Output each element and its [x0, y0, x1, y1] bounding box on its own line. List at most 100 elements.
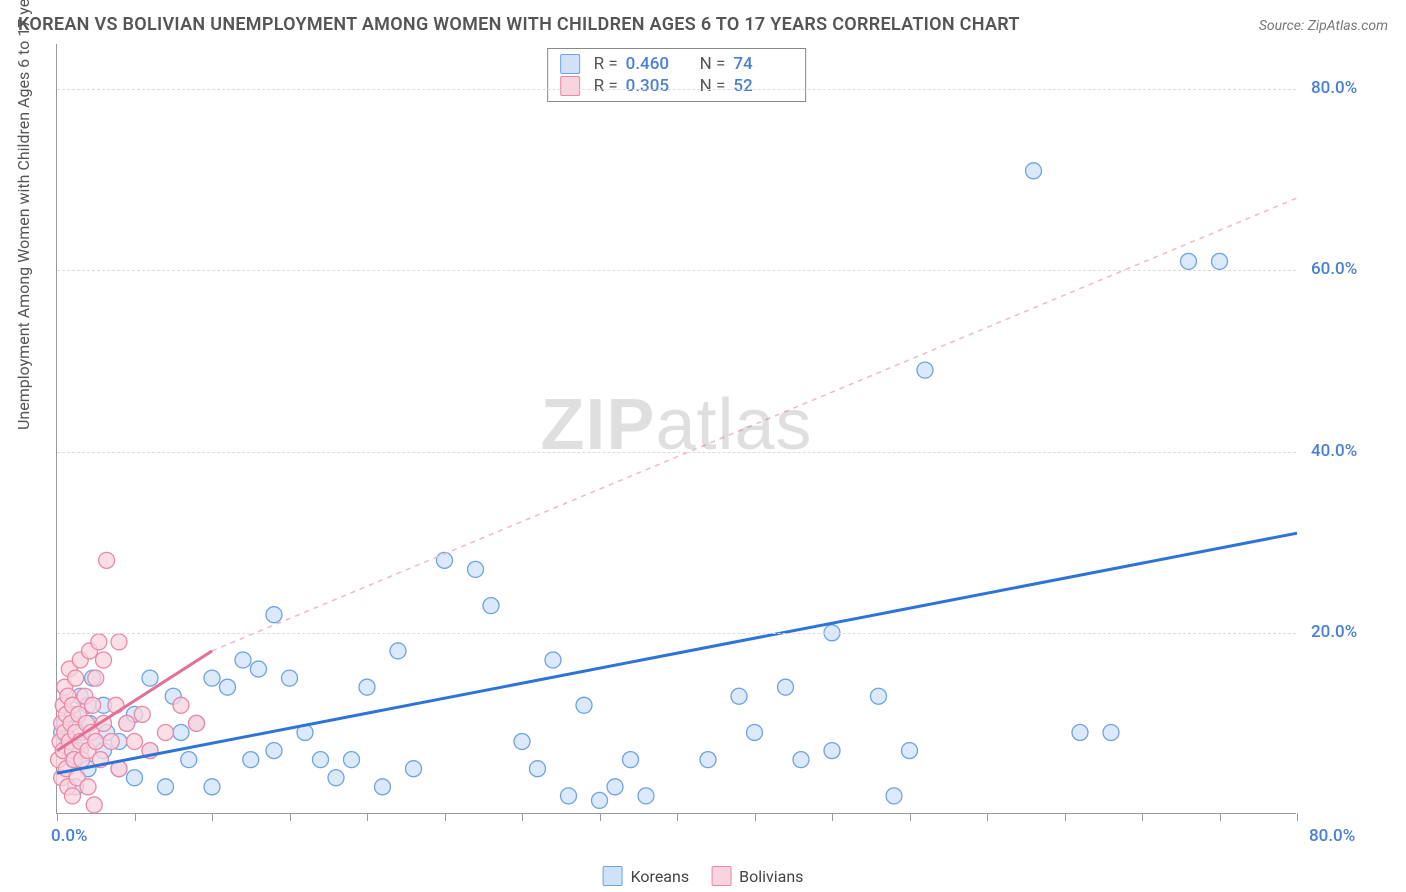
legend-swatch — [560, 76, 580, 96]
x-tick — [135, 813, 136, 821]
data-point — [158, 779, 174, 795]
data-point — [91, 634, 107, 650]
data-point — [65, 788, 81, 804]
data-point — [88, 734, 104, 750]
data-point — [266, 743, 282, 759]
data-point — [96, 652, 112, 668]
x-tick-label: 0.0% — [51, 826, 88, 846]
x-tick — [445, 813, 446, 821]
y-tick-label: 20.0% — [1311, 622, 1357, 642]
stat-n-label: N = — [700, 76, 726, 96]
data-point — [1181, 253, 1197, 269]
data-point — [344, 752, 360, 768]
data-point — [902, 743, 918, 759]
x-tick-label: 80.0% — [1309, 826, 1355, 846]
x-tick — [910, 813, 911, 821]
data-point — [251, 661, 267, 677]
data-point — [638, 788, 654, 804]
data-point — [1103, 724, 1119, 740]
x-tick — [212, 813, 213, 821]
data-point — [134, 706, 150, 722]
data-point — [99, 552, 115, 568]
data-point — [576, 697, 592, 713]
legend-label: Bolivians — [739, 867, 803, 886]
data-point — [68, 670, 84, 686]
x-tick — [677, 813, 678, 821]
x-tick — [1220, 813, 1221, 821]
data-point — [607, 779, 623, 795]
data-point — [80, 779, 96, 795]
data-point — [189, 715, 205, 731]
data-point — [731, 688, 747, 704]
data-point — [592, 792, 608, 808]
legend-label: Koreans — [631, 867, 690, 886]
data-point — [127, 770, 143, 786]
legend-item: Bolivians — [711, 866, 803, 886]
gridline — [57, 270, 1296, 271]
legend-swatch — [711, 866, 731, 886]
x-tick — [1142, 813, 1143, 821]
x-tick — [1065, 813, 1066, 821]
legend-stat-row: R = 0.305 N = 52 — [560, 75, 794, 97]
plot-area: ZIPatlas R =0.460N =74R =0.305N =52 20.0… — [56, 44, 1296, 814]
data-point — [871, 688, 887, 704]
x-tick — [600, 813, 601, 821]
data-point — [778, 679, 794, 695]
stat-r-value: 0.305 — [626, 76, 686, 96]
data-point — [181, 752, 197, 768]
data-point — [204, 670, 220, 686]
data-point — [1072, 724, 1088, 740]
trend-line-extrapolated — [212, 198, 1297, 651]
stat-r-label: R = — [594, 54, 618, 74]
data-point — [406, 761, 422, 777]
data-point — [266, 607, 282, 623]
data-point — [545, 652, 561, 668]
stat-n-label: N = — [700, 54, 726, 74]
x-tick — [522, 813, 523, 821]
data-point — [375, 779, 391, 795]
x-tick — [57, 813, 58, 821]
gridline — [57, 633, 1296, 634]
legend-series: Koreans Bolivians — [603, 866, 804, 886]
data-point — [623, 752, 639, 768]
data-point — [85, 697, 101, 713]
data-point — [127, 734, 143, 750]
data-point — [204, 779, 220, 795]
stat-n-value: 52 — [733, 76, 793, 96]
y-tick-label: 80.0% — [1311, 78, 1357, 98]
data-point — [328, 770, 344, 786]
x-tick — [755, 813, 756, 821]
data-point — [111, 634, 127, 650]
data-point — [173, 724, 189, 740]
data-point — [103, 734, 119, 750]
legend-correlation: R =0.460N =74R = 0.305 N = 52 — [547, 48, 807, 102]
chart-svg — [57, 44, 1296, 813]
data-point — [437, 552, 453, 568]
legend-swatch — [603, 866, 623, 886]
y-axis-label: Unemployment Among Women with Children A… — [14, 0, 33, 430]
data-point — [173, 697, 189, 713]
data-point — [824, 743, 840, 759]
data-point — [220, 679, 236, 695]
data-point — [700, 752, 716, 768]
data-point — [483, 598, 499, 614]
data-point — [561, 788, 577, 804]
data-point — [747, 724, 763, 740]
data-point — [86, 797, 102, 813]
data-point — [1026, 163, 1042, 179]
legend-item: Koreans — [603, 866, 690, 886]
gridline — [57, 89, 1296, 90]
data-point — [142, 670, 158, 686]
data-point — [235, 652, 251, 668]
legend-stat-row: R =0.460N =74 — [560, 53, 794, 75]
gridline — [57, 452, 1296, 453]
data-point — [530, 761, 546, 777]
x-tick — [290, 813, 291, 821]
data-point — [88, 670, 104, 686]
x-tick — [1297, 813, 1298, 821]
data-point — [282, 670, 298, 686]
data-point — [119, 715, 135, 731]
x-tick — [987, 813, 988, 821]
stat-r-label: R = — [594, 76, 618, 96]
data-point — [917, 362, 933, 378]
